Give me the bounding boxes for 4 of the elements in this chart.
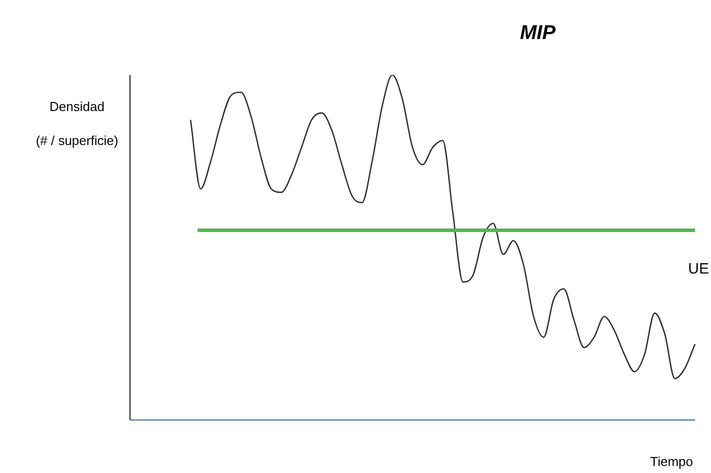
text: Densidad (# / superficie) bbox=[36, 99, 118, 148]
ref-line-label: UE bbox=[688, 260, 709, 278]
chart-title: MIP bbox=[520, 22, 556, 45]
x-axis-title: Tiempo bbox=[650, 454, 693, 469]
